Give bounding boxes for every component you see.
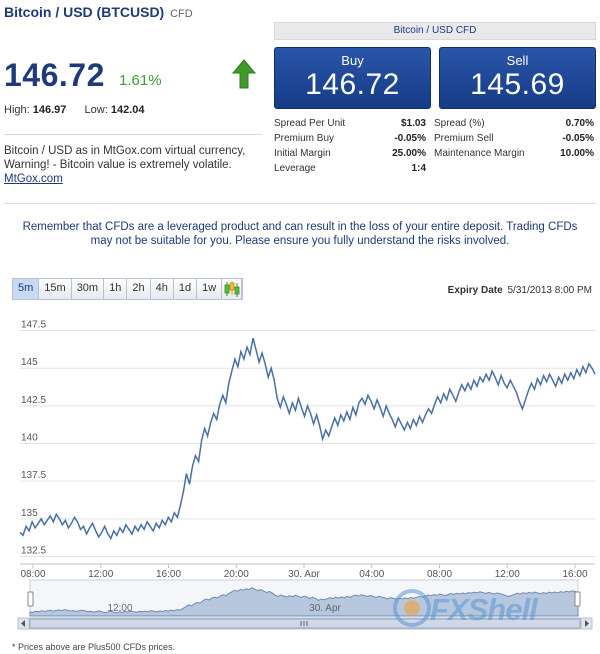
footnote: * Prices above are Plus500 CFDs prices. bbox=[12, 642, 176, 652]
spec-value: -0.05% bbox=[562, 133, 594, 144]
sell-price: 145.69 bbox=[470, 68, 565, 101]
x-tick-label: 16:00 bbox=[562, 569, 587, 577]
period-4h[interactable]: 4h bbox=[150, 279, 174, 299]
divider bbox=[4, 203, 596, 204]
x-tick-label: 30. Apr bbox=[288, 569, 320, 577]
low-label: Low: bbox=[84, 104, 108, 116]
spec-label: Leverage bbox=[274, 163, 316, 174]
period-5m[interactable]: 5m bbox=[13, 279, 40, 299]
buy-label: Buy bbox=[341, 53, 364, 68]
x-tick-label: 20:00 bbox=[224, 569, 249, 577]
spec-row: Maintenance Margin 10.00% bbox=[434, 148, 594, 163]
period-2h[interactable]: 2h bbox=[127, 279, 151, 299]
spec-label: Spread (%) bbox=[434, 118, 485, 129]
specs-right: Spread (%) 0.70% Premium Sell -0.05% Maint… bbox=[434, 118, 594, 163]
buy-button[interactable]: Buy 146.72 bbox=[274, 47, 431, 109]
expiry-label: Expiry Date bbox=[447, 285, 503, 296]
price-chart[interactable]: 132.5 135 137.5 140 142.5 145 147.5 08:00 12:00… bbox=[0, 305, 600, 577]
y-tick-label: 147.5 bbox=[21, 320, 46, 331]
mtgox-link[interactable]: MtGox.com bbox=[4, 173, 63, 185]
navigator-area bbox=[29, 587, 579, 617]
spec-value: $1.03 bbox=[400, 118, 426, 129]
period-1d[interactable]: 1d bbox=[173, 279, 198, 299]
scroll-grip-icon bbox=[300, 621, 308, 626]
spec-label: Premium Sell bbox=[434, 133, 494, 144]
candlestick-icon bbox=[224, 281, 240, 297]
navigator-tick-label: 12:00 bbox=[107, 603, 132, 614]
scroll-left-arrow-icon bbox=[21, 620, 25, 627]
description-text: Bitcoin / USD as in MtGox.com virtual cu… bbox=[4, 145, 246, 171]
expiry-value: 5/31/2013 8:00 PM bbox=[507, 285, 592, 296]
period-selector: 5m 15m 30m 1h 2h 4h 1d 1w bbox=[12, 278, 244, 300]
spec-row: Premium Sell -0.05% bbox=[434, 133, 594, 148]
price-change: 1.61% bbox=[119, 72, 162, 89]
plot-area bbox=[20, 320, 595, 564]
y-tick-label: 145 bbox=[21, 357, 38, 368]
instrument-name: Bitcoin / USD (BTCUSD) bbox=[4, 4, 165, 20]
scroll-right-arrow-icon bbox=[585, 620, 589, 627]
spec-row: Initial Margin 25.00% bbox=[274, 148, 426, 163]
spec-row: Leverage 1:4 bbox=[274, 163, 426, 178]
navigator-right-handle[interactable] bbox=[574, 591, 581, 607]
spec-label: Premium Buy bbox=[274, 133, 335, 144]
trade-panel-header: Bitcoin / USD CFD bbox=[274, 22, 596, 40]
expiry-date: Expiry Date 5/31/2013 8:00 PM bbox=[448, 285, 592, 296]
x-tick-label: 12:00 bbox=[88, 569, 113, 577]
divider bbox=[4, 134, 262, 135]
x-tick-label: 08:00 bbox=[20, 569, 45, 577]
period-15m[interactable]: 15m bbox=[39, 279, 72, 299]
chart-navigator[interactable]: 12:00 30. Apr bbox=[0, 578, 600, 638]
y-tick-label: 142.5 bbox=[21, 395, 46, 406]
spec-value: 0.70% bbox=[565, 118, 594, 129]
price-series-line bbox=[19, 337, 596, 541]
x-tick-label: 08:00 bbox=[427, 569, 452, 577]
spec-label: Initial Margin bbox=[274, 148, 331, 159]
watermark-logo-icon bbox=[393, 589, 431, 627]
chart-type-toggle[interactable] bbox=[222, 279, 243, 299]
instrument-title: Bitcoin / USD (BTCUSD) CFD bbox=[4, 4, 193, 20]
spec-value: -0.05% bbox=[394, 133, 426, 144]
watermark-text: FXShell bbox=[430, 592, 538, 627]
buy-price: 146.72 bbox=[305, 68, 400, 101]
spec-value: 10.00% bbox=[560, 148, 594, 159]
instrument-suffix: CFD bbox=[170, 8, 193, 20]
risk-warning: Remember that CFDs are a leveraged produ… bbox=[22, 221, 578, 247]
x-tick-label: 16:00 bbox=[156, 569, 181, 577]
instrument-description: Bitcoin / USD as in MtGox.com virtual cu… bbox=[4, 144, 268, 186]
high-value: 146.97 bbox=[32, 104, 67, 116]
high-label: High: bbox=[4, 104, 30, 116]
current-price: 146.72 bbox=[4, 57, 105, 93]
spec-label: Spread Per Unit bbox=[274, 118, 346, 129]
x-tick-label: 12:00 bbox=[495, 569, 520, 577]
spec-row: Premium Buy -0.05% bbox=[274, 133, 426, 148]
y-tick-label: 132.5 bbox=[21, 545, 46, 556]
spec-value: 25.00% bbox=[392, 148, 426, 159]
spec-row: Spread Per Unit $1.03 bbox=[274, 118, 426, 133]
spec-row: Spread (%) 0.70% bbox=[434, 118, 594, 133]
period-30m[interactable]: 30m bbox=[71, 279, 105, 299]
specs-left: Spread Per Unit $1.03 Premium Buy -0.05% I… bbox=[274, 118, 426, 178]
y-tick-label: 140 bbox=[21, 433, 38, 444]
navigator-tick-label: 30. Apr bbox=[309, 603, 341, 614]
period-1h[interactable]: 1h bbox=[104, 279, 128, 299]
y-tick-label: 135 bbox=[21, 508, 38, 519]
low-value: 142.04 bbox=[110, 104, 145, 116]
scrollbar-thumb[interactable] bbox=[29, 618, 581, 629]
up-arrow-icon bbox=[232, 59, 256, 89]
sell-button[interactable]: Sell 145.69 bbox=[439, 47, 596, 109]
x-tick-label: 04:00 bbox=[359, 569, 384, 577]
period-1w[interactable]: 1w bbox=[197, 279, 223, 299]
y-tick-label: 137.5 bbox=[21, 470, 46, 481]
spec-value: 1:4 bbox=[411, 163, 426, 174]
spec-label: Maintenance Margin bbox=[434, 148, 525, 159]
sell-label: Sell bbox=[506, 53, 529, 68]
high-low: High: 146.97 Low: 142.04 bbox=[4, 104, 145, 116]
navigator-left-handle[interactable] bbox=[27, 591, 34, 607]
